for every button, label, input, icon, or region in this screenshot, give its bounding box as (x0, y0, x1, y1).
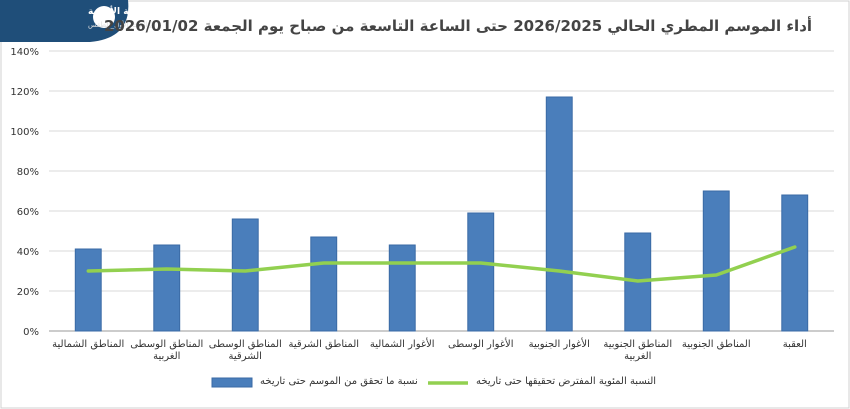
bar (545, 96, 573, 332)
bar (388, 244, 416, 332)
bar (231, 218, 259, 332)
x-tick-label: العقبة (782, 339, 807, 350)
logo-icon (93, 6, 115, 28)
x-tick-label: المناطق الشرقية (288, 339, 360, 350)
y-tick-label: 100% (10, 127, 39, 138)
x-tick-label: المناطق الوسطى الغربية (130, 339, 204, 362)
legend-label: النسبة المئوية المفترض تحقيقها حتى تاريخ… (476, 376, 657, 387)
x-tick-label: المناطق الجنوبية الغربية (603, 339, 673, 362)
line (86, 245, 797, 283)
bar (467, 212, 495, 332)
y-tick-label: 60% (17, 207, 39, 218)
bar (74, 248, 102, 332)
chart-title: أداء الموسم المطري الحالي 2026/2025 حتى … (104, 16, 812, 36)
bar (702, 190, 730, 332)
y-tick-label: 120% (10, 87, 39, 98)
legend-label: نسبة ما تحقق من الموسم حتى تاريخه (260, 376, 418, 387)
x-tick-label: المناطق الوسطى الشرقية (208, 339, 282, 362)
bar (781, 194, 809, 332)
bar (310, 236, 338, 332)
logo-name: الأرصاد الجوية الأردنية (88, 5, 185, 17)
x-tick-label: المناطق الشمالية (52, 339, 125, 350)
y-tick-label: 0% (23, 327, 39, 338)
y-tick-label: 80% (17, 167, 39, 178)
x-tick-label: الأغوار الوسطى (447, 339, 514, 350)
y-tick-label: 40% (17, 247, 39, 258)
x-tick-label: المناطق الجنوبية (681, 339, 751, 350)
legend-swatch (211, 377, 253, 388)
x-tick-label: الأغوار الجنوبية (528, 339, 590, 350)
x-tick-label: الأغوار الشمالية (369, 339, 435, 350)
bar (153, 244, 181, 332)
logo-handle: @البيت_الأول_للطقس (88, 20, 154, 29)
y-tick-label: 140% (10, 47, 39, 58)
y-tick-label: 20% (17, 287, 39, 298)
